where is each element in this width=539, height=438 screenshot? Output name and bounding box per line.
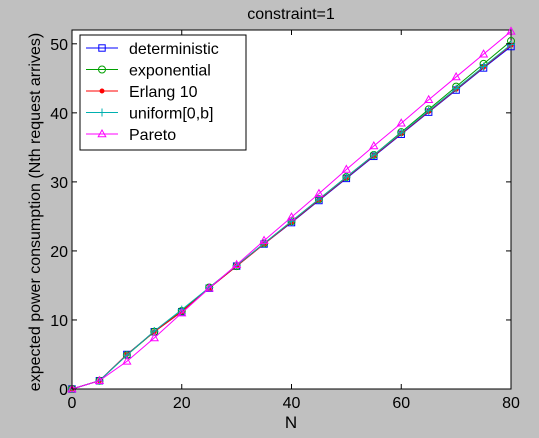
legend-label-exponential: exponential [129,63,211,80]
legend-label-uniform-0-b: uniform[0,b] [129,106,213,123]
data-point-pareto [177,308,187,317]
legend-marker-pareto [97,128,107,138]
data-point-pareto [149,332,159,342]
y-tick-label: 30 [50,175,68,192]
data-point-uniform-0-b [342,173,351,182]
data-point-pareto [67,383,77,393]
data-point-pareto [231,259,242,269]
data-point-pareto [341,164,352,173]
data-point-pareto [259,235,269,244]
y-tick-label: 10 [50,313,68,330]
x-tick-label: 40 [283,395,301,412]
data-point-uniform-0-b [287,217,296,226]
chart-title: constraint=1 [247,6,335,23]
y-tick-label: 50 [50,37,68,54]
data-point-pareto [122,356,132,365]
data-point-uniform-0-b [369,150,378,159]
y-tick-label: 40 [50,106,68,123]
legend-label-erlang-10: Erlang 10 [129,84,198,101]
legend: deterministic exponential Erlang 10 uniform… [79,34,247,151]
series-line-pareto [71,30,512,390]
data-point-uniform-0-b [424,106,433,115]
data-point-uniform-0-b [479,62,488,71]
y-tick-label: 0 [59,382,68,399]
x-tick-label: 20 [173,395,191,412]
legend-box [79,34,247,151]
x-tick-label: 80 [502,395,520,412]
x-tick-label: 0 [68,395,77,412]
data-point-pareto [369,140,379,150]
data-point-pareto [396,118,406,127]
legend-label-deterministic: deterministic [129,41,219,58]
data-point-pareto [314,188,324,197]
x-axis-label: N [285,413,297,432]
data-point-uniform-0-b [397,128,406,137]
data-point-pareto [478,49,489,58]
series-pareto [67,26,516,393]
data-point-pareto [424,94,434,104]
data-point-pareto [286,212,297,221]
y-axis-label: expected power consumption (Nth request … [27,33,44,391]
legend-label-pareto: Pareto [129,127,176,144]
x-tick-label: 60 [392,395,410,412]
data-point-uniform-0-b [452,84,461,93]
data-point-pareto [94,375,105,385]
legend-marker-exponential [98,65,106,74]
legend-marker-uniform-0-b [98,108,106,117]
data-point-pareto [204,283,214,292]
y-tick-label: 20 [50,244,68,261]
data-point-uniform-0-b [507,40,515,49]
legend-marker-deterministic [98,44,106,52]
data-point-pareto [451,71,461,81]
legend-marker-erlang-10 [99,88,105,94]
